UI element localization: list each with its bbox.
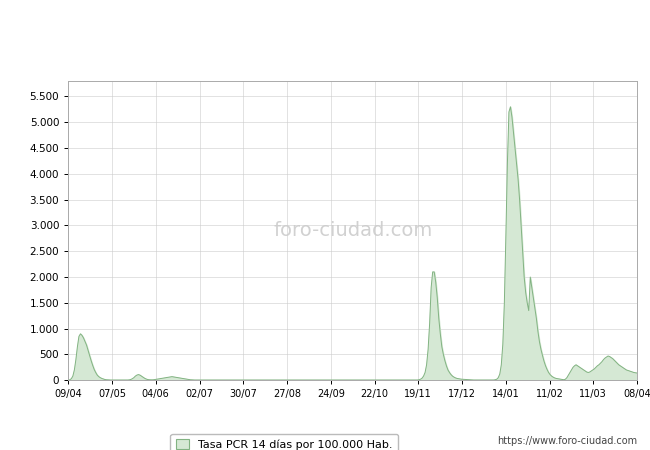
Text: https://www.foro-ciudad.com: https://www.foro-ciudad.com (497, 436, 637, 446)
Text: Municipio de Laguardia - COVID-19: Municipio de Laguardia - COVID-19 (185, 13, 465, 28)
Legend: Tasa PCR 14 días por 100.000 Hab.: Tasa PCR 14 días por 100.000 Hab. (170, 434, 398, 450)
Text: foro-ciudad.com: foro-ciudad.com (273, 221, 432, 240)
